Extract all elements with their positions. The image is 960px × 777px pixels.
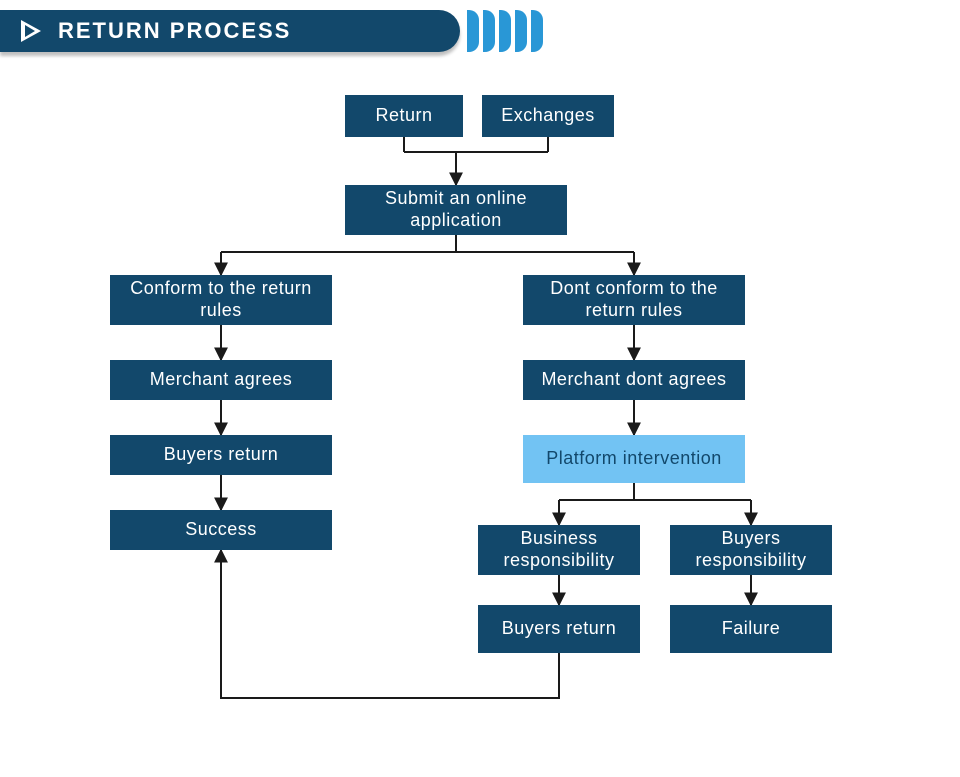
node-return: Return <box>345 95 463 137</box>
node-label: Buyers return <box>164 444 279 466</box>
node-label: Merchant agrees <box>150 369 293 391</box>
stripe <box>467 10 479 52</box>
node-submit: Submit an online application <box>345 185 567 235</box>
node-label: Dont conform to the return rules <box>533 278 735 321</box>
play-icon <box>18 18 44 44</box>
node-buyers-responsibility: Buyers responsibility <box>670 525 832 575</box>
node-label: Buyers responsibility <box>680 528 822 571</box>
node-label: Merchant dont agrees <box>541 369 726 391</box>
node-merchant-disagrees: Merchant dont agrees <box>523 360 745 400</box>
node-business-responsibility: Business responsibility <box>478 525 640 575</box>
node-dont-conform: Dont conform to the return rules <box>523 275 745 325</box>
node-buyers-return-right: Buyers return <box>478 605 640 653</box>
node-label: Exchanges <box>501 105 595 127</box>
header-title: RETURN PROCESS <box>58 18 291 44</box>
node-label: Platform intervention <box>546 448 722 470</box>
node-success: Success <box>110 510 332 550</box>
node-label: Conform to the return rules <box>120 278 322 321</box>
node-exchanges: Exchanges <box>482 95 614 137</box>
node-label: Success <box>185 519 257 541</box>
node-buyers-return-left: Buyers return <box>110 435 332 475</box>
flowchart-area: Return Exchanges Submit an online applic… <box>0 80 960 777</box>
stripe <box>531 10 543 52</box>
node-label: Submit an online application <box>355 188 557 231</box>
header-stripes <box>467 10 543 52</box>
node-label: Buyers return <box>502 618 617 640</box>
node-label: Return <box>375 105 432 127</box>
node-conform: Conform to the return rules <box>110 275 332 325</box>
node-label: Failure <box>722 618 781 640</box>
stripe <box>483 10 495 52</box>
stripe <box>499 10 511 52</box>
node-label: Business responsibility <box>488 528 630 571</box>
stripe <box>515 10 527 52</box>
node-merchant-agrees: Merchant agrees <box>110 360 332 400</box>
node-failure: Failure <box>670 605 832 653</box>
header-banner: RETURN PROCESS <box>0 10 460 52</box>
node-platform-intervention: Platform intervention <box>523 435 745 483</box>
